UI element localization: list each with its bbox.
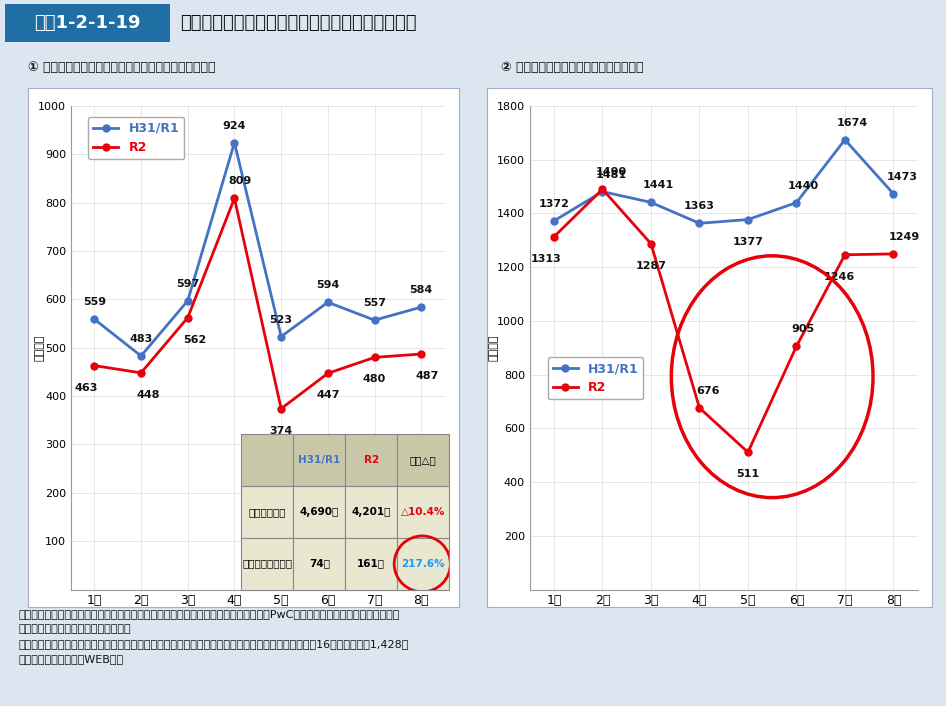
Text: 511: 511 [736, 469, 760, 479]
Text: 就労移行支援事業所における就職活動支援の状況: 就労移行支援事業所における就職活動支援の状況 [180, 14, 416, 32]
Text: 448: 448 [136, 390, 160, 400]
Text: 1287: 1287 [636, 261, 667, 270]
Text: 資料：「障害者の多様な働き方と支援の実態に関する調査研究」における緊急調査（PwCコンサルティング合同会社）【令和
　　２年度障害者総合福祉推進事業】
（注）　: 資料：「障害者の多様な働き方と支援の実態に関する調査研究」における緊急調査（Pw… [19, 609, 409, 664]
Text: 463: 463 [75, 383, 97, 393]
FancyBboxPatch shape [5, 4, 170, 42]
Text: ① 就労移行支援終了後の移行者数の状況（前年比較）: ① 就労移行支援終了後の移行者数の状況（前年比較） [28, 61, 216, 73]
Text: 1249: 1249 [889, 232, 920, 242]
Text: 487: 487 [415, 371, 439, 381]
Text: 図表1-2-1-19: 図表1-2-1-19 [34, 14, 141, 32]
Text: 905: 905 [792, 325, 815, 335]
Text: 597: 597 [176, 279, 200, 289]
Text: 1313: 1313 [531, 253, 561, 264]
Text: 559: 559 [82, 297, 106, 307]
Text: 1372: 1372 [538, 199, 569, 209]
Text: 584: 584 [410, 285, 433, 295]
Text: 1473: 1473 [886, 172, 918, 182]
Text: 483: 483 [130, 334, 152, 344]
Text: 809: 809 [228, 176, 252, 186]
Text: 557: 557 [363, 298, 386, 309]
Text: 594: 594 [316, 280, 340, 290]
Text: 447: 447 [316, 390, 340, 400]
Legend: H31/R1, R2: H31/R1, R2 [88, 117, 184, 160]
Text: ② 職場実習実施者数の状況（前年比較）: ② 職場実習実施者数の状況（前年比較） [501, 61, 644, 73]
Y-axis label: 実施者数: 実施者数 [489, 335, 499, 361]
Text: 1377: 1377 [732, 237, 763, 246]
Text: 1363: 1363 [684, 201, 715, 211]
Text: 562: 562 [183, 335, 206, 345]
Text: 924: 924 [222, 121, 246, 131]
Text: 480: 480 [363, 374, 386, 384]
Text: 374: 374 [270, 426, 292, 436]
Text: 1674: 1674 [836, 118, 867, 128]
Text: 676: 676 [696, 386, 720, 396]
Text: 1481: 1481 [595, 169, 626, 180]
Text: 1440: 1440 [788, 181, 819, 191]
Y-axis label: 移行者数: 移行者数 [35, 335, 44, 361]
Text: 1441: 1441 [642, 181, 674, 191]
Legend: H31/R1, R2: H31/R1, R2 [548, 357, 643, 400]
Text: 1490: 1490 [595, 167, 626, 177]
Text: 523: 523 [270, 315, 292, 325]
Text: 1246: 1246 [824, 272, 855, 282]
